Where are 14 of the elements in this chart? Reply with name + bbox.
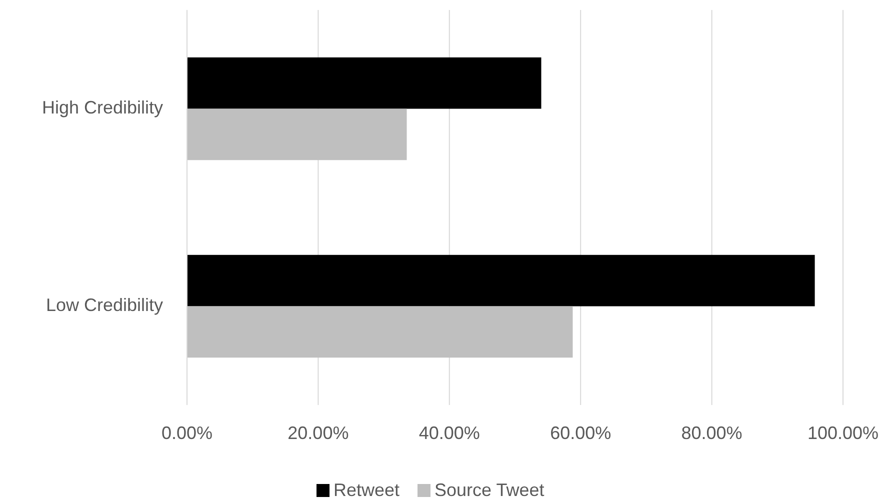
x-tick-label: 40.00% — [418, 423, 480, 443]
legend-label: Source Tweet — [434, 480, 544, 500]
y-tick-label: Low Credibility — [46, 295, 163, 315]
x-tick-label: 60.00% — [550, 423, 612, 443]
x-tick-label: 0.00% — [161, 423, 213, 443]
y-tick-label: High Credibility — [42, 98, 163, 118]
bar — [187, 254, 815, 306]
legend-label: Retweet — [334, 480, 400, 500]
x-tick-label: 100.00% — [807, 423, 879, 443]
bar — [187, 306, 573, 358]
bar — [187, 108, 407, 160]
x-tick-label: 80.00% — [681, 423, 742, 443]
bar — [187, 57, 542, 109]
x-tick-label: 20.00% — [288, 423, 349, 443]
